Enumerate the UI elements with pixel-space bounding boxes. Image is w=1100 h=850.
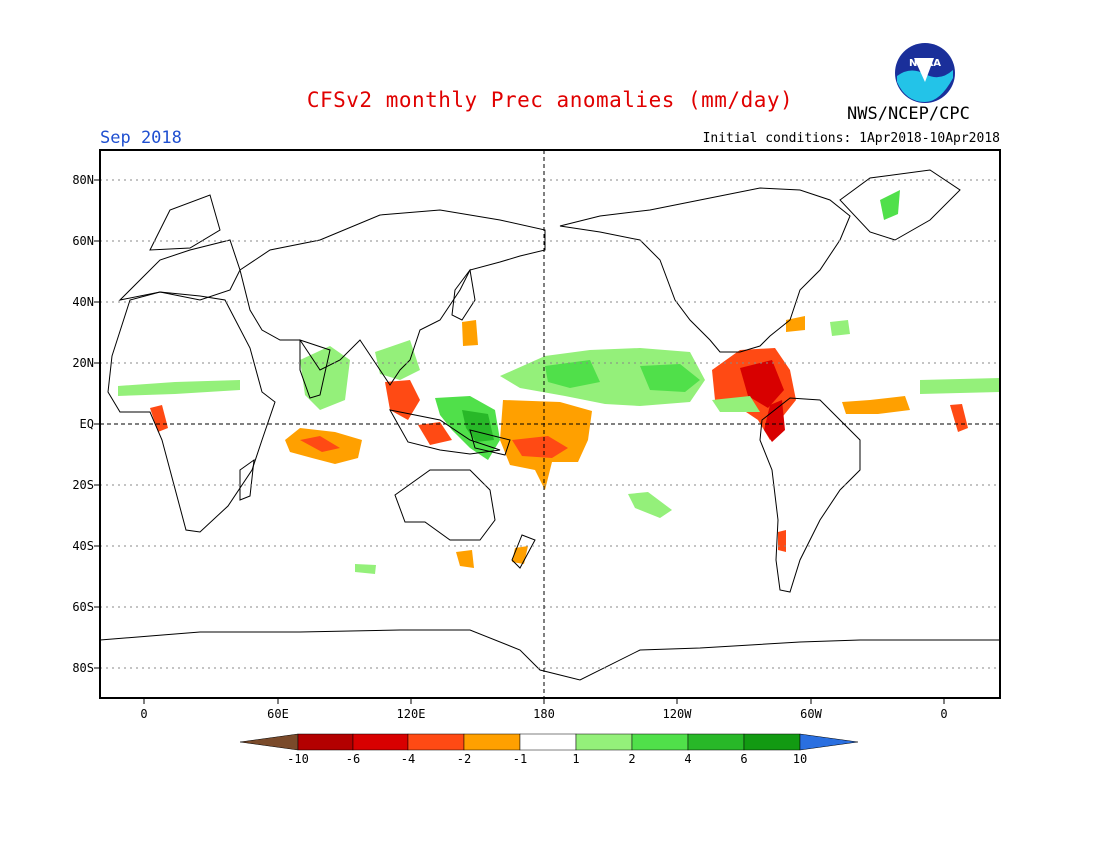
east-pacific-wet-core <box>640 364 700 392</box>
lon-label-180: 180 <box>533 707 555 721</box>
colorbar-bin-neutral <box>519 733 577 751</box>
noaa-logo-text: NOAA <box>909 58 941 69</box>
indonesia-coastline <box>389 409 501 455</box>
colorbar-tick-neg10: -10 <box>287 752 309 766</box>
colorbar-tick-4: 4 <box>684 752 692 766</box>
colorbar-bin-1-2 <box>575 733 633 751</box>
lat-label-20n: 20N <box>72 356 94 370</box>
central-america-wet-fringe <box>712 396 760 412</box>
greenland-wet-patch <box>880 190 900 220</box>
gulf-of-guinea-dry-region <box>150 405 168 432</box>
colorbar-tick-neg2: -2 <box>456 752 472 766</box>
asia-coastline <box>239 209 546 386</box>
lat-label-60n: 60N <box>72 234 94 248</box>
south-america-coastline <box>759 397 861 593</box>
indian-ocean-core-dry <box>300 436 340 452</box>
colombia-dry-region <box>764 400 785 442</box>
greenland-coastline <box>839 169 961 241</box>
lat-label-20s: 20S <box>72 478 94 492</box>
colorbar-tick-6: 6 <box>740 752 748 766</box>
colorbar-tick-2: 2 <box>628 752 636 766</box>
map-title: CFSv2 monthly Prec anomalies (mm/day) <box>306 88 794 112</box>
north-america-coastline <box>559 187 851 353</box>
lon-label-0: 0 <box>140 707 148 721</box>
scandinavia-coastline <box>149 194 221 251</box>
forecast-month-label: Sep 2018 <box>100 128 182 148</box>
colorbar-tick-neg6: -6 <box>345 752 361 766</box>
lat-label-eq: EQ <box>79 417 94 431</box>
east-atlantic-dry-region <box>950 404 968 432</box>
colorbar-bin-2-1 <box>463 733 521 751</box>
antarctica-coastline <box>100 629 1000 681</box>
colorbar-bin-6-4 <box>352 733 409 751</box>
west-africa-wet-band <box>118 380 240 396</box>
japan-coastline <box>451 268 476 321</box>
colorbar-bin-gt-10 <box>799 733 859 751</box>
chile-dry-spot <box>778 530 786 552</box>
latitude-gridlines <box>100 179 1000 669</box>
lat-label-60s: 60S <box>72 600 94 614</box>
colorbar-tick-1: 1 <box>572 752 580 766</box>
southern-indian-wet-patch <box>355 564 376 574</box>
bay-of-bengal-wet-region <box>300 346 350 410</box>
north-pacific-itcz-core-wet <box>545 360 600 388</box>
europe-coastline <box>118 239 241 301</box>
lon-label-120w: 120W <box>662 707 692 721</box>
noaa-logo: NOAA <box>895 43 955 103</box>
western-pacific-dry-region <box>385 380 420 420</box>
tropical-atlantic-dry-region <box>842 396 910 414</box>
anomaly-fills <box>118 190 1000 574</box>
lat-label-80s: 80S <box>72 661 94 675</box>
colorbar-bin-4-6 <box>687 733 745 751</box>
central-america-core-dry <box>740 360 784 408</box>
colorbar-bin-4-2 <box>407 733 465 751</box>
lat-label-40n: 40N <box>72 295 94 309</box>
new-zealand-coastline <box>511 534 536 569</box>
central-pacific-core-dry <box>512 436 568 458</box>
lat-label-40s: 40S <box>72 539 94 553</box>
coastlines <box>100 169 1000 681</box>
colorbar <box>239 733 859 751</box>
colorbar-bin-lt-10 <box>239 733 299 751</box>
north-atlantic-wet-patch <box>786 316 805 332</box>
madagascar-coastline <box>239 458 255 501</box>
lon-label-120e: 120E <box>396 707 426 721</box>
western-atlantic-wet-patch <box>830 320 850 336</box>
india-coastline <box>299 339 331 399</box>
atlantic-wet-band <box>920 378 1000 394</box>
north-pacific-dry-spot <box>462 320 478 346</box>
lon-label-0-east: 0 <box>940 707 948 721</box>
australia-coastline <box>394 469 496 541</box>
colorbar-tick-10: 10 <box>792 752 808 766</box>
colorbar-bin-10-6 <box>297 733 354 751</box>
new-guinea-coastline <box>469 429 511 456</box>
colorbar-tick-neg4: -4 <box>400 752 416 766</box>
lon-label-60w: 60W <box>800 707 822 721</box>
colorbar-bin-6-10 <box>743 733 801 751</box>
lon-label-60e: 60E <box>267 707 289 721</box>
tasman-dry-spot <box>456 550 474 568</box>
colorbar-bin-2-4 <box>631 733 689 751</box>
sumatra-dry-region <box>418 422 452 445</box>
axis-ticks <box>94 179 945 704</box>
colorbar-tick-neg1: -1 <box>512 752 528 766</box>
initial-conditions-label: Initial conditions: 1Apr2018-10Apr2018 <box>702 131 1000 146</box>
south-pacific-wet-patch <box>628 492 672 518</box>
lat-label-80n: 80N <box>72 173 94 187</box>
agency-label: NWS/NCEP/CPC <box>847 104 970 124</box>
south-china-sea-wet-region <box>375 340 420 380</box>
